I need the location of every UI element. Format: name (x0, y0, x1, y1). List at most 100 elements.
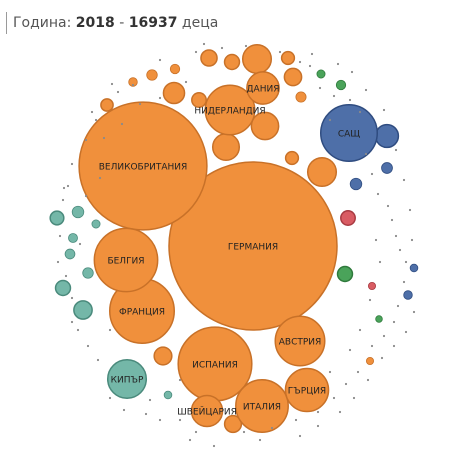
bubble[interactable] (169, 63, 181, 75)
bubble-8[interactable] (204, 84, 256, 136)
bubble[interactable] (211, 132, 241, 162)
bubble[interactable] (374, 123, 400, 149)
bubble[interactable] (146, 69, 158, 81)
tiny-bubble (328, 118, 332, 122)
bubble[interactable] (375, 315, 383, 323)
bubble-label: ДАНИЯ (247, 85, 280, 95)
tiny-bubble (212, 444, 216, 448)
tiny-bubble (382, 108, 386, 112)
tiny-bubble (108, 328, 112, 332)
tiny-bubble (386, 204, 390, 208)
tiny-bubble (184, 80, 188, 84)
bubble[interactable] (128, 77, 138, 87)
bubble[interactable] (223, 414, 243, 434)
bubble[interactable] (340, 210, 356, 226)
tiny-bubble (378, 260, 382, 264)
tiny-bubble (84, 194, 88, 198)
bubble[interactable] (283, 67, 303, 87)
tiny-bubble (376, 192, 380, 196)
bubble-12[interactable] (246, 71, 280, 105)
tiny-bubble (294, 418, 298, 422)
tiny-bubble (94, 118, 98, 122)
bubble[interactable] (153, 346, 173, 366)
bubble-5[interactable] (93, 227, 159, 293)
tiny-bubble (336, 62, 340, 66)
tiny-bubble (404, 260, 408, 264)
tiny-bubble (298, 60, 302, 64)
tiny-bubble (242, 430, 246, 434)
bubble[interactable] (336, 265, 354, 283)
year-label: Година: (13, 15, 72, 31)
bubble[interactable] (280, 50, 296, 66)
tiny-bubble (352, 396, 356, 400)
bubble[interactable] (71, 205, 85, 219)
bubble-9[interactable] (274, 315, 326, 367)
bubble[interactable] (163, 390, 173, 400)
tiny-bubble (158, 58, 162, 62)
tiny-bubble (318, 86, 322, 90)
bubble[interactable] (82, 267, 94, 279)
bubble[interactable] (403, 290, 413, 300)
tiny-bubble (374, 238, 378, 242)
bubble[interactable] (68, 233, 78, 243)
tiny-bubble (396, 304, 400, 308)
tiny-bubble (178, 378, 182, 382)
bubble[interactable] (91, 219, 101, 229)
bubble[interactable] (316, 69, 326, 79)
bubble[interactable] (409, 263, 419, 273)
bubble[interactable] (367, 281, 377, 291)
bubble-11[interactable] (106, 358, 148, 400)
bubble-7[interactable] (319, 103, 379, 163)
bubble-label: АВСТРИЯ (279, 338, 322, 348)
bubble-1[interactable] (168, 161, 338, 331)
tiny-bubble (188, 438, 192, 442)
bubble[interactable] (241, 43, 273, 75)
bubble[interactable] (295, 91, 307, 103)
bubble[interactable] (335, 79, 347, 91)
tiny-bubble (158, 418, 162, 422)
tiny-bubble (78, 242, 82, 246)
bubble[interactable] (306, 156, 338, 188)
bubble-13[interactable] (190, 394, 224, 428)
tiny-bubble (370, 344, 374, 348)
year-value[interactable]: 2018 (75, 15, 115, 31)
tiny-bubble (58, 234, 62, 238)
bubble[interactable] (191, 92, 207, 108)
bubble[interactable] (54, 279, 72, 297)
tiny-bubble (408, 208, 412, 212)
bubble[interactable] (365, 356, 375, 366)
tiny-bubble (138, 102, 142, 106)
bubble[interactable] (100, 98, 114, 112)
tiny-bubble (366, 378, 370, 382)
bubble[interactable] (223, 53, 241, 71)
tiny-bubble (76, 328, 80, 332)
bubble[interactable] (200, 49, 218, 67)
bubble-label: ГЪРЦИЯ (288, 387, 326, 397)
bubble-label: ВЕЛИКОБРИТАНИЯ (99, 163, 188, 173)
bubble[interactable] (284, 150, 300, 166)
tiny-bubble (96, 358, 100, 362)
bubble[interactable] (49, 210, 65, 226)
tiny-bubble (102, 136, 106, 140)
separator: - (119, 15, 125, 31)
bubble[interactable] (162, 81, 186, 105)
bubble[interactable] (250, 111, 280, 141)
bubble-10[interactable] (284, 367, 330, 413)
tiny-bubble (348, 348, 352, 352)
tiny-bubble (404, 330, 408, 334)
tiny-bubble (412, 310, 416, 314)
tiny-bubble (402, 280, 406, 284)
tiny-bubble (392, 320, 396, 324)
bubble[interactable] (73, 300, 93, 320)
bubble-2[interactable] (78, 101, 208, 231)
tiny-bubble (356, 370, 360, 374)
bubble-label: ГЕРМАНИЯ (228, 243, 278, 253)
bubble[interactable] (349, 177, 363, 191)
tiny-bubble (86, 344, 90, 348)
bubble[interactable] (381, 162, 393, 174)
tiny-bubble (350, 70, 354, 74)
tiny-bubble (392, 344, 396, 348)
bubble-6[interactable] (235, 379, 289, 433)
bubble[interactable] (64, 248, 76, 260)
